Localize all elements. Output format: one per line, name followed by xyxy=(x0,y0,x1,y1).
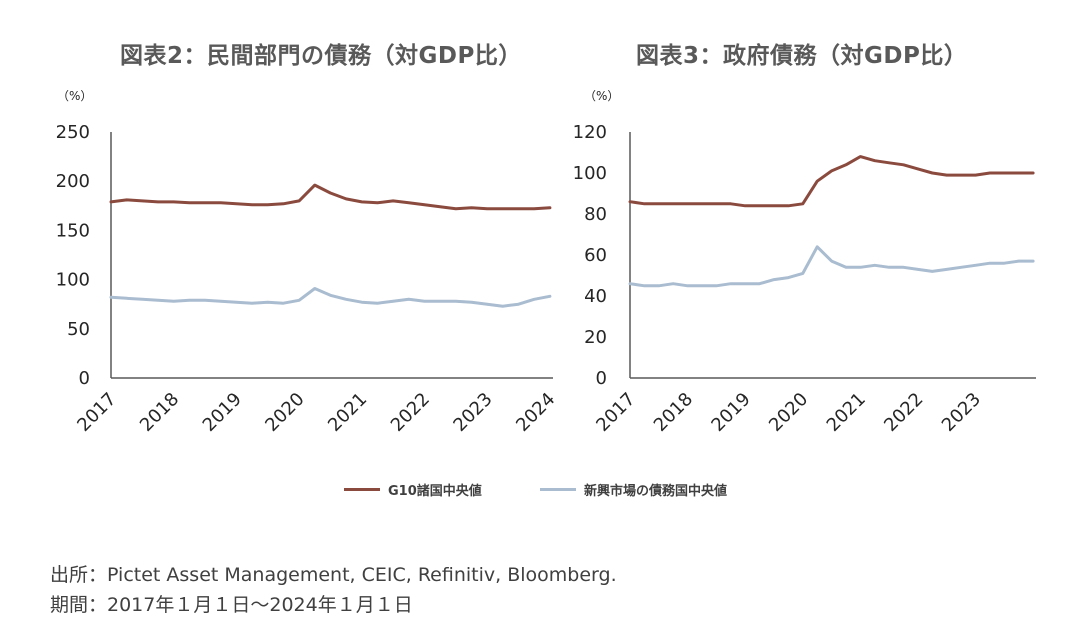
government-debt-series-line-emerging xyxy=(628,245,1035,288)
private-debt-ytick-label: 0 xyxy=(79,368,90,389)
chart-title-government-debt: 図表3：政府債務（対GDP比） xyxy=(636,43,968,69)
government-debt-xtick-label: 2018 xyxy=(650,389,697,436)
private-debt-xtick-label: 2020 xyxy=(261,389,308,436)
government-debt-xtick-label: 2021 xyxy=(823,389,870,436)
private-debt-xtick-label: 2019 xyxy=(199,389,246,436)
private-debt-unit-label: （%） xyxy=(57,89,92,103)
private-debt-ytick-label: 50 xyxy=(67,319,90,340)
government-debt-ytick-label: 60 xyxy=(584,245,607,266)
private-debt-xtick-label: 2021 xyxy=(324,389,371,436)
legend-item-g10: G10諸国中央値 xyxy=(344,480,482,499)
private-debt-series-line-emerging xyxy=(109,287,552,308)
private-debt-xtick-label: 2018 xyxy=(136,389,183,436)
government-debt-xtick-label: 2017 xyxy=(592,389,639,436)
private-debt-xtick-label: 2022 xyxy=(387,389,434,436)
private-debt-series-line-g10 xyxy=(109,183,552,211)
legend-swatch-emerging xyxy=(540,488,576,491)
period-note: 期間：2017年１月１日～2024年１月１日 xyxy=(50,594,413,616)
legend-item-emerging: 新興市場の債務国中央値 xyxy=(540,480,727,499)
government-debt-xtick-label: 2022 xyxy=(880,389,927,436)
government-debt-ytick-label: 20 xyxy=(584,327,607,348)
government-debt-series-line-g10 xyxy=(628,155,1035,208)
legend-swatch-g10 xyxy=(344,488,380,491)
private-debt-xtick-label: 2023 xyxy=(449,389,496,436)
government-debt-xtick-label: 2019 xyxy=(707,389,754,436)
government-debt-unit-label: （%） xyxy=(584,89,619,103)
private-debt-ytick-label: 200 xyxy=(56,171,90,192)
government-debt-xtick-label: 2023 xyxy=(938,389,985,436)
source-note: 出所：Pictet Asset Management, CEIC, Refini… xyxy=(50,564,617,586)
private-debt-ytick-label: 250 xyxy=(56,122,90,143)
government-debt-ytick-label: 0 xyxy=(596,368,607,389)
private-debt-xtick-label: 2024 xyxy=(512,389,559,436)
private-debt-ytick-label: 150 xyxy=(56,220,90,241)
chart-title-private-debt: 図表2：民間部門の債務（対GDP比） xyxy=(120,43,522,69)
private-debt-xtick-label: 2017 xyxy=(73,389,120,436)
government-debt-ytick-label: 120 xyxy=(573,122,607,143)
government-debt-xtick-label: 2020 xyxy=(765,389,812,436)
legend-label-emerging: 新興市場の債務国中央値 xyxy=(584,484,728,499)
government-debt-ytick-label: 100 xyxy=(573,163,607,184)
private-debt-ytick-label: 100 xyxy=(56,270,90,291)
government-debt-ytick-label: 80 xyxy=(584,204,607,225)
legend-label-g10: G10諸国中央値 xyxy=(388,484,482,499)
government-debt-ytick-label: 40 xyxy=(584,286,607,307)
